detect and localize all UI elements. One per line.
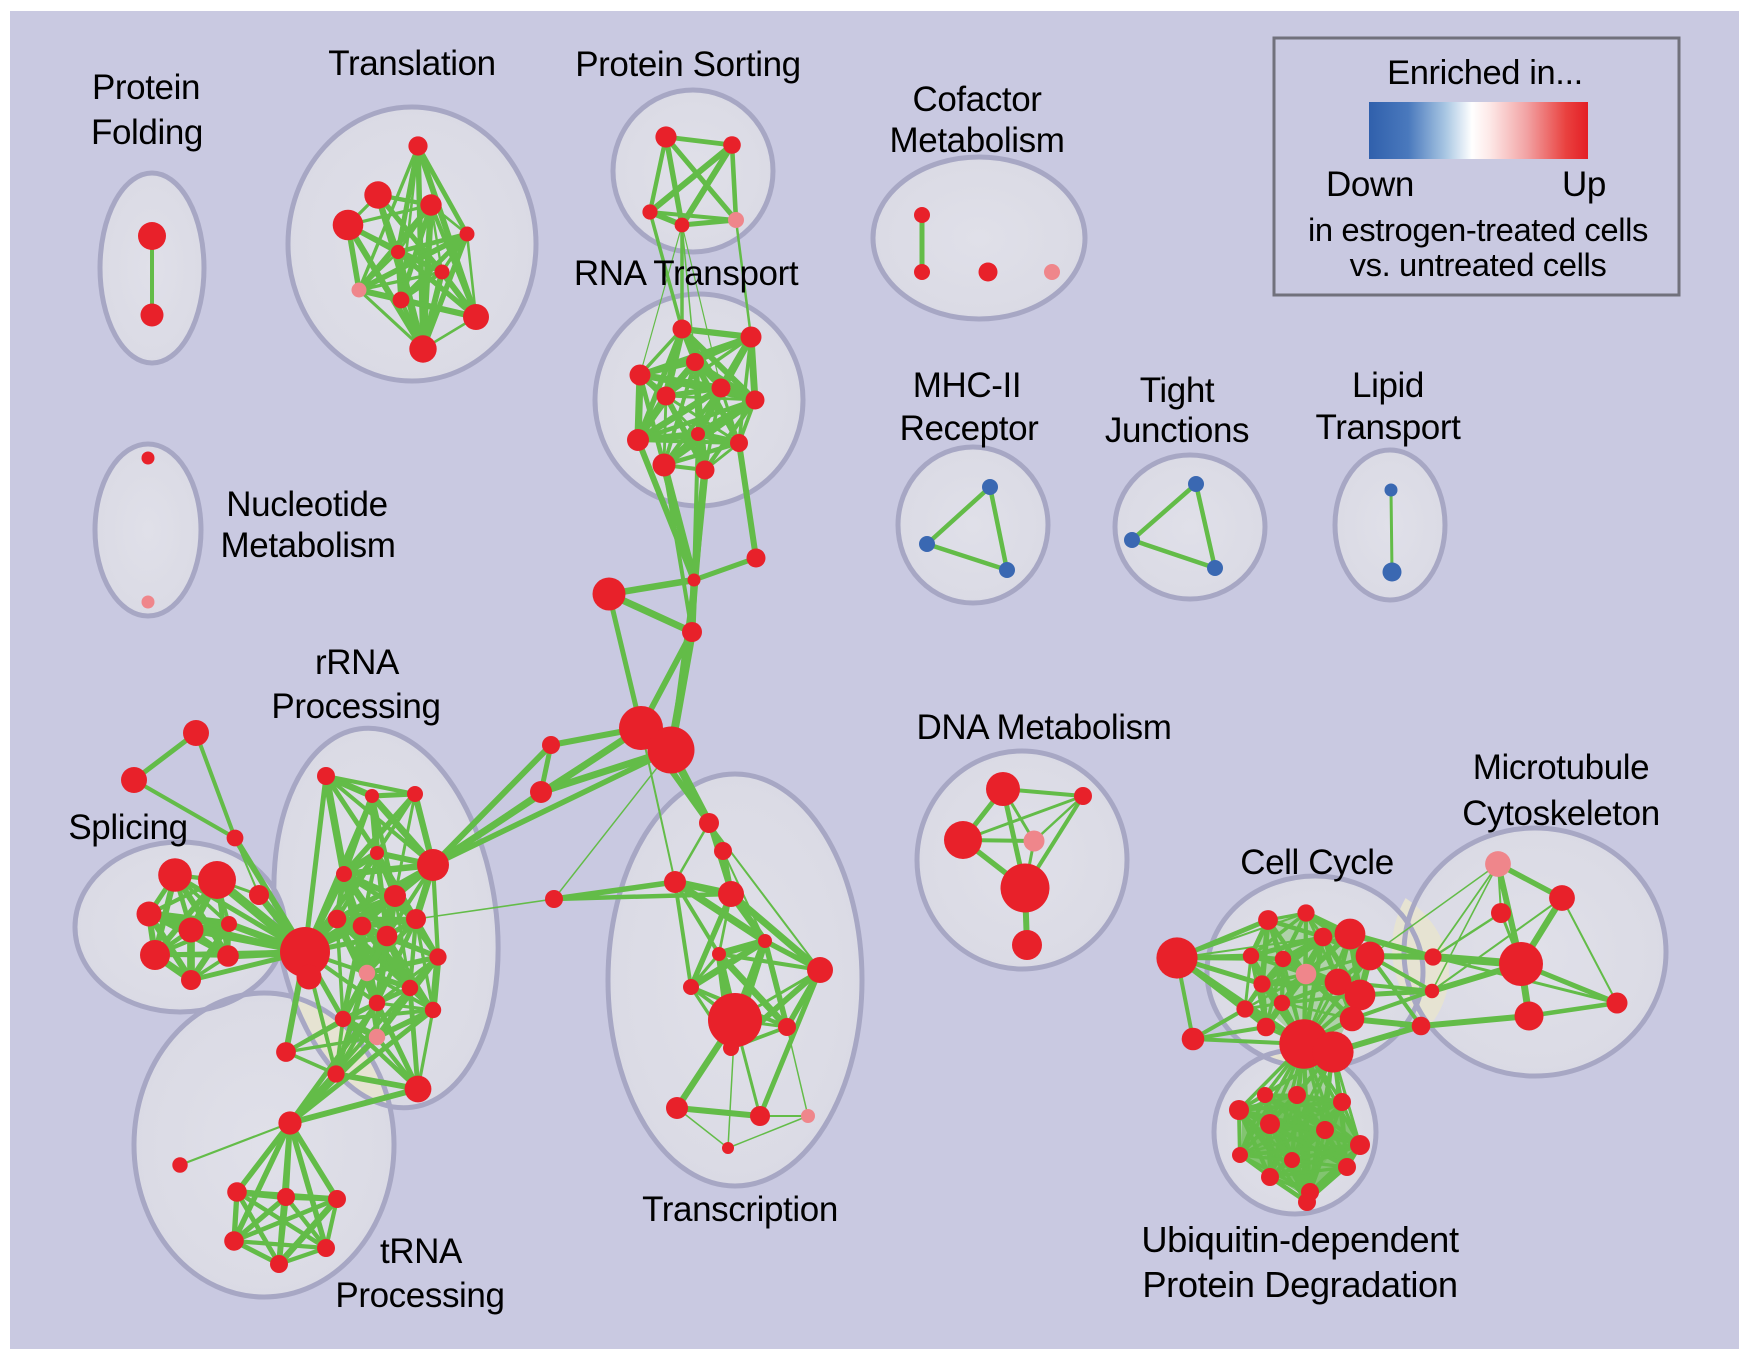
svg-text:Transcription: Transcription <box>642 1190 838 1229</box>
svg-text:Translation: Translation <box>328 44 495 83</box>
svg-text:Protein: Protein <box>92 68 200 107</box>
svg-text:vs. untreated cells: vs. untreated cells <box>1350 246 1607 283</box>
svg-text:DNA Metabolism: DNA Metabolism <box>916 708 1171 747</box>
svg-text:Junctions: Junctions <box>1105 411 1249 450</box>
svg-text:Processing: Processing <box>335 1276 504 1315</box>
svg-text:Folding: Folding <box>91 113 203 152</box>
svg-text:Cell Cycle: Cell Cycle <box>1240 843 1394 882</box>
svg-text:Cofactor: Cofactor <box>912 80 1042 119</box>
svg-text:Processing: Processing <box>271 687 440 726</box>
svg-text:Enriched in...: Enriched in... <box>1387 54 1583 92</box>
svg-text:RNA Transport: RNA Transport <box>574 254 799 293</box>
svg-text:Down: Down <box>1326 165 1414 204</box>
svg-text:Receptor: Receptor <box>900 409 1040 448</box>
svg-text:Transport: Transport <box>1316 408 1462 447</box>
svg-text:Metabolism: Metabolism <box>890 121 1065 160</box>
svg-text:rRNA: rRNA <box>315 643 400 682</box>
svg-text:Up: Up <box>1562 165 1606 204</box>
svg-text:Lipid: Lipid <box>1352 366 1424 405</box>
svg-text:Splicing: Splicing <box>68 808 187 847</box>
svg-text:MHC-II: MHC-II <box>913 366 1021 405</box>
svg-text:Microtubule: Microtubule <box>1473 748 1650 787</box>
svg-text:Cytoskeleton: Cytoskeleton <box>1462 794 1660 833</box>
svg-text:Protein Sorting: Protein Sorting <box>575 45 801 84</box>
svg-text:Protein Degradation: Protein Degradation <box>1142 1264 1457 1305</box>
svg-text:Ubiquitin-dependent: Ubiquitin-dependent <box>1141 1219 1459 1260</box>
svg-text:Nucleotide: Nucleotide <box>226 485 387 524</box>
svg-text:tRNA: tRNA <box>380 1232 463 1271</box>
svg-text:Metabolism: Metabolism <box>221 526 396 565</box>
svg-text:Tight: Tight <box>1140 371 1215 410</box>
svg-text:in estrogen-treated cells: in estrogen-treated cells <box>1308 211 1648 248</box>
